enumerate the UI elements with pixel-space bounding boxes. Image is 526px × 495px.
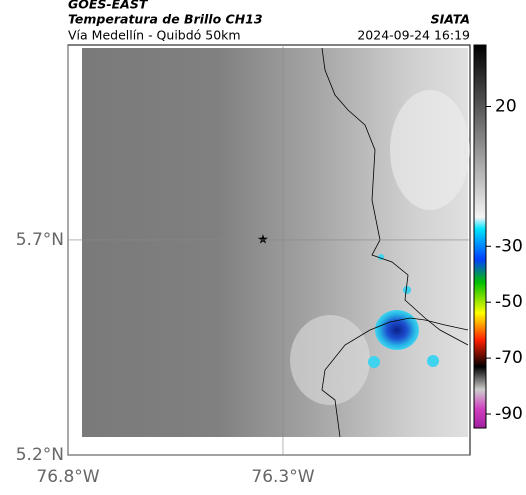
colorbar-tick-label: -70 [495, 348, 523, 368]
timestamp: 2024-09-24 16:19 [357, 28, 470, 43]
title: Temperatura de Brillo CH13 [68, 12, 263, 27]
colorbar-tick-label: -30 [495, 236, 523, 256]
y-tick-label: 5.7°N [16, 230, 64, 250]
x-tick-label: 76.3°W [251, 467, 314, 487]
cold-cloud [427, 355, 439, 367]
subtitle: Vía Medellín - Quibdó 50km [68, 28, 241, 43]
colorbar [473, 44, 487, 429]
border-line [321, 317, 469, 438]
source: GOES-EAST [68, 0, 149, 12]
colorbar-tick-label: -50 [495, 292, 523, 312]
warm-cloud [390, 90, 470, 210]
x-tick-label: 76.8°W [36, 467, 99, 487]
cold-cloud [375, 310, 419, 350]
colorbar-tick-label: -90 [495, 404, 523, 424]
brand: SIATA [431, 12, 470, 27]
colorbar-tick-label: 20 [495, 97, 517, 117]
cold-cloud [368, 356, 380, 368]
warm-cloud [290, 315, 370, 405]
cold-cloud [403, 286, 411, 294]
y-tick-label: 5.2°N [16, 445, 64, 465]
